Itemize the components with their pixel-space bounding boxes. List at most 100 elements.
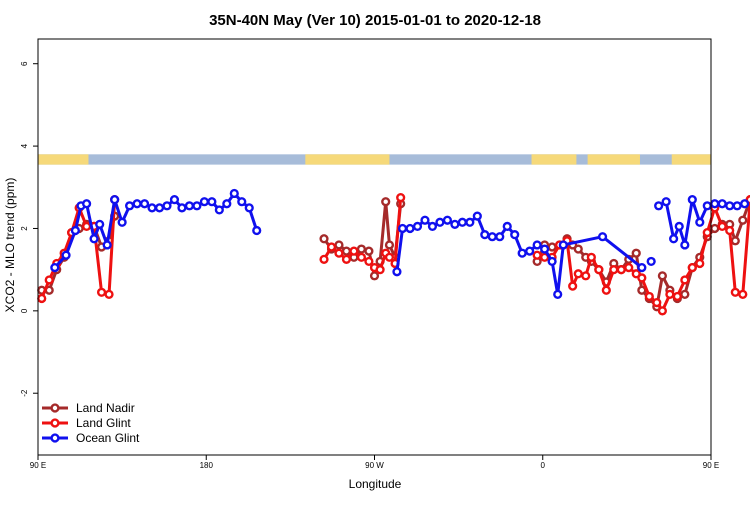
land-glint-point <box>672 291 682 302</box>
land-nadir-point <box>381 197 391 207</box>
x-tick-label: 90 E <box>703 461 719 470</box>
ocean-glint-point <box>480 230 490 240</box>
ocean-glint-point <box>192 201 202 211</box>
land-glint-point <box>644 291 654 302</box>
ocean-glint-point <box>110 195 120 205</box>
ocean-glint-point <box>82 199 92 209</box>
land-glint-point <box>581 271 591 281</box>
land-nadir-point <box>710 223 720 234</box>
y-tick-label: 4 <box>20 143 29 148</box>
legend-swatch-point <box>50 403 60 413</box>
land-glint-point <box>637 273 647 283</box>
ocean-glint-point <box>50 262 60 273</box>
land-glint-point <box>601 285 611 295</box>
ocean-glint-point <box>229 188 239 199</box>
series-layer <box>37 188 750 316</box>
ocean-glint-point <box>405 223 415 234</box>
ocean-glint-point <box>450 219 460 229</box>
land-glint-point <box>341 254 352 264</box>
land-nadir-point <box>334 240 344 250</box>
ocean-glint-point <box>740 199 750 209</box>
land-band <box>38 154 89 165</box>
ocean-glint-point <box>695 217 705 227</box>
ocean-glint-point <box>532 240 542 250</box>
land-glint-point <box>702 227 712 238</box>
y-axis-label: XCO2 - MLO trend (ppm) <box>3 178 17 313</box>
land-glint-point <box>725 225 735 236</box>
ocean-glint-point <box>154 203 165 213</box>
land-band <box>305 154 390 165</box>
land-nadir-point <box>341 246 352 256</box>
ocean-glint-point <box>237 197 247 207</box>
ocean-glint-point <box>222 199 232 209</box>
ocean-glint-point <box>457 217 467 227</box>
land-glint-point <box>717 221 727 232</box>
land-glint-point <box>319 254 329 264</box>
ocean-glint-point <box>207 197 217 207</box>
land-nadir-point <box>356 244 367 254</box>
land-glint-point <box>738 289 748 299</box>
land-nadir-point <box>637 285 647 295</box>
land-glint-point <box>334 248 344 258</box>
ocean-glint-point <box>517 248 527 258</box>
land-nadir-line <box>322 200 403 278</box>
ocean-glint-point <box>70 225 80 236</box>
land-glint-point <box>384 252 395 262</box>
ocean-glint-point <box>495 232 505 242</box>
ocean-glint-point <box>502 221 512 232</box>
axes: 90 E 180 90 W 0 90 E -2 0 2 4 6 <box>20 61 719 470</box>
land-glint-point <box>680 275 690 285</box>
land-nadir-point <box>547 242 557 252</box>
ocean-glint-point <box>442 215 453 225</box>
ocean-glint-point <box>420 215 430 225</box>
y-tick-label: 2 <box>20 226 29 231</box>
x-tick-label: 90 E <box>30 461 46 470</box>
ocean-glint-point <box>61 250 71 260</box>
legend-swatch-point <box>50 433 60 443</box>
ocean-glint-point <box>680 240 690 250</box>
ocean-glint-point <box>725 201 735 211</box>
land-glint-point <box>730 287 740 297</box>
x-tick-label: 90 W <box>365 461 384 470</box>
legend-label: Land Glint <box>76 416 131 430</box>
chart-title: 35N-40N May (Ver 10) 2015-01-01 to 2020-… <box>209 12 541 29</box>
x-tick-label: 180 <box>200 461 214 470</box>
ocean-glint-point <box>435 217 445 227</box>
ocean-glint-point <box>702 201 712 211</box>
y-tick-label: 6 <box>20 61 29 66</box>
ocean-glint-point <box>547 256 557 267</box>
land-glint-point <box>326 242 337 252</box>
ocean-glint-point <box>661 197 671 207</box>
land-nadir-point <box>384 240 395 250</box>
land-glint-point <box>652 298 662 308</box>
y-tick-label: -2 <box>20 389 29 397</box>
land-nadir-point <box>573 244 583 254</box>
ocean-glint-point <box>412 221 423 232</box>
ocean-glint-point <box>654 201 664 211</box>
land-glint-point <box>657 306 667 316</box>
land-glint-point <box>594 265 604 275</box>
series-land-nadir <box>37 195 750 312</box>
land-glint-point <box>609 265 619 275</box>
ocean-glint-point <box>732 201 742 211</box>
series-ocean-glint <box>50 188 750 299</box>
ocean-glint-point <box>465 217 475 227</box>
legend-item-land-glint: Land Glint <box>42 416 131 430</box>
land-glint-point <box>586 252 596 262</box>
land-nadir-point <box>364 246 374 256</box>
ocean-glint-point <box>553 289 563 299</box>
ocean-glint-point <box>510 230 520 240</box>
ocean-glint-point <box>244 203 254 213</box>
ocean-glint-point <box>147 203 157 213</box>
ocean-glint-point <box>184 201 195 211</box>
ocean-glint-point <box>117 217 127 227</box>
ocean-glint-point <box>525 246 535 256</box>
x-tick-label: 0 <box>541 461 546 470</box>
ocean-glint-point <box>687 195 697 205</box>
ocean-glint-point <box>427 221 438 232</box>
legend-item-ocean-glint: Ocean Glint <box>42 431 140 445</box>
land-nadir-point <box>738 215 748 225</box>
ocean-glint-point <box>674 221 684 232</box>
